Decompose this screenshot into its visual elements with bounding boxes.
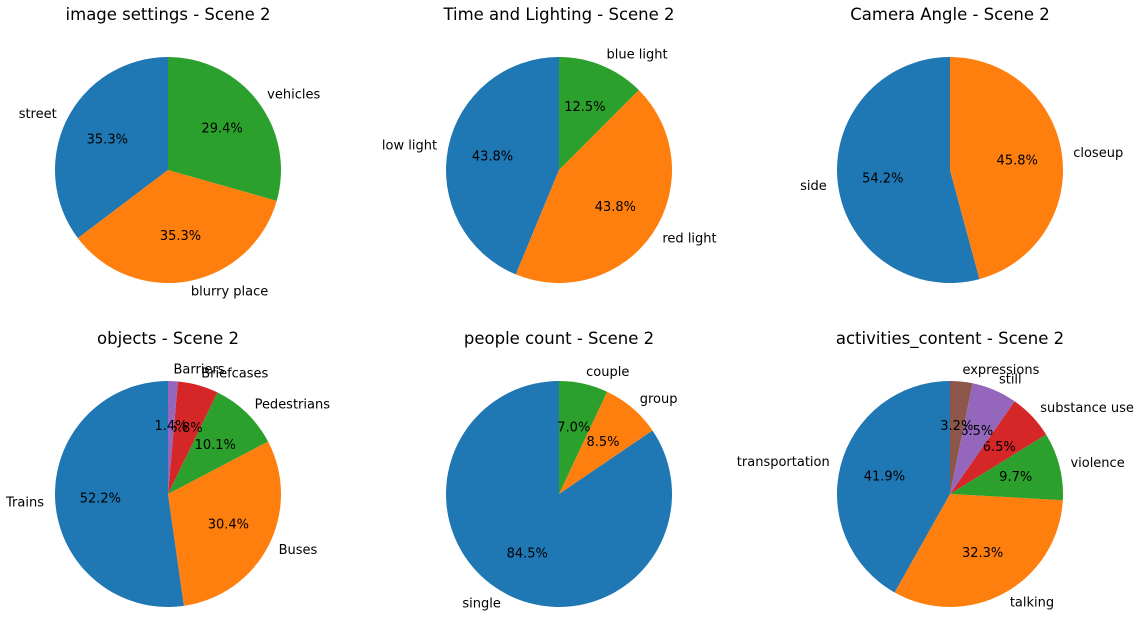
chart-title: Camera Angle - Scene 2: [850, 5, 1049, 24]
slice-label-blue-light: blue light: [607, 48, 668, 63]
slice-percent-talking: 32.3%: [962, 546, 1003, 561]
slice-percent-trains: 52.2%: [80, 491, 121, 506]
pie-slice-single: [446, 381, 673, 607]
slice-percent-red-light: 43.8%: [595, 200, 636, 215]
slice-label-vehicles: vehicles: [267, 88, 320, 103]
pie-chart-people-count-scene-2: people count - Scene 2 single 84.5% group 8.…: [446, 329, 677, 611]
slice-label-trains: Trains: [5, 495, 44, 510]
pie-slice-buses: [168, 441, 281, 606]
pie-slice-side: [837, 57, 980, 283]
slice-label-closeup: closeup: [1073, 146, 1123, 161]
pie-chart-camera-angle-scene-2: Camera Angle - Scene 2 side 54.2% closeup 45…: [800, 5, 1123, 283]
pie-slice-substance-use: [950, 401, 1047, 494]
pie-slice-barriers: [168, 381, 178, 494]
pie-slice-expressions: [950, 381, 973, 494]
pie-slice-closeup: [950, 56, 1064, 280]
slice-percent-buses: 30.4%: [208, 517, 249, 532]
slice-percent-low-light: 43.8%: [472, 149, 513, 164]
slice-label-blurry-place: blurry place: [191, 285, 268, 300]
slice-percent-closeup: 45.8%: [997, 154, 1038, 169]
slice-label-talking: talking: [1010, 595, 1054, 610]
slice-label-street: street: [19, 107, 57, 122]
chart-title: activities_content - Scene 2: [836, 329, 1064, 349]
slice-label-single: single: [462, 596, 501, 611]
slice-label-substance-use: substance use: [1040, 401, 1134, 416]
slice-percent-side: 54.2%: [862, 171, 903, 186]
slice-label-transportation: transportation: [737, 455, 830, 470]
slice-label-group: group: [640, 392, 678, 407]
slice-label-barriers: Barriers: [173, 362, 224, 377]
pie-slice-couple: [559, 381, 608, 494]
pie-slice-trains: [54, 381, 184, 607]
slice-percent-still: 6.5%: [960, 424, 993, 439]
pie-slice-blue-light: [559, 56, 639, 170]
pie-slice-briefcases: [168, 381, 218, 494]
slice-percent-street: 35.3%: [87, 132, 128, 147]
slice-percent-vehicles: 29.4%: [201, 122, 242, 137]
pie-slice-still: [950, 383, 1015, 494]
slice-label-side: side: [800, 179, 827, 194]
chart-title: image settings - Scene 2: [66, 5, 271, 24]
slice-label-red-light: red light: [662, 232, 716, 247]
pie-slice-talking: [894, 494, 1063, 607]
slice-percent-transportation: 41.9%: [864, 469, 905, 484]
pie-slice-group: [559, 391, 653, 494]
chart-title: Time and Lighting - Scene 2: [442, 5, 674, 24]
slice-percent-violence: 9.7%: [999, 470, 1032, 485]
pie-chart-image-settings-scene-2: image settings - Scene 2 street 35.3% blurr…: [19, 5, 321, 300]
slice-percent-briefcases: 5.8%: [170, 421, 203, 436]
pie-chart-time-and-lighting-scene-2: Time and Lighting - Scene 2 low light 43.8…: [382, 5, 717, 284]
pie-slice-vehicles: [168, 57, 281, 201]
slice-percent-single: 84.5%: [507, 546, 548, 561]
slice-percent-couple: 7.0%: [557, 420, 590, 435]
slice-label-violence: violence: [1070, 456, 1124, 471]
slice-percent-group: 8.5%: [587, 435, 620, 450]
pie-slice-transportation: [837, 381, 950, 593]
slice-percent-pedestrians: 10.1%: [195, 438, 236, 453]
slice-percent-barriers: 1.4%: [154, 419, 187, 434]
pie-slice-pedestrians: [168, 392, 269, 494]
slice-label-still: still: [999, 372, 1022, 387]
slice-percent-substance-use: 6.5%: [983, 440, 1016, 455]
pie-slice-low-light: [445, 57, 559, 275]
chart-title: objects - Scene 2: [97, 329, 239, 348]
pie-slice-street: [55, 57, 168, 239]
slice-label-low-light: low light: [382, 138, 437, 153]
slice-percent-blurry-place: 35.3%: [160, 229, 201, 244]
slice-label-pedestrians: Pedestrians: [255, 397, 331, 412]
chart-title: people count - Scene 2: [464, 329, 654, 348]
slice-percent-expressions: 3.2%: [940, 419, 973, 434]
slice-label-briefcases: Briefcases: [201, 367, 268, 382]
slice-label-expressions: expressions: [962, 363, 1039, 378]
pie-slice-violence: [950, 434, 1063, 501]
slice-label-buses: Buses: [279, 543, 318, 558]
slice-label-couple: couple: [586, 365, 629, 380]
pie-slice-blurry-place: [77, 170, 277, 283]
pie-chart-objects-scene-2: objects - Scene 2 Trains 52.2% Buses 30.4% Pe…: [5, 329, 330, 607]
pie-chart-activities-content-scene-2: activities_content - Scene 2 transportati…: [737, 329, 1134, 610]
pie-slice-red-light: [515, 90, 673, 284]
slice-percent-blue-light: 12.5%: [564, 100, 605, 115]
